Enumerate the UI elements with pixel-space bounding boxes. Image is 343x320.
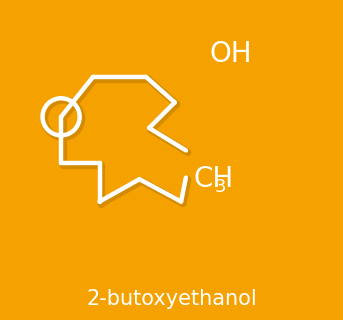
Text: CH: CH [194,165,234,193]
Text: 3: 3 [215,178,226,196]
Text: OH: OH [210,40,252,68]
Text: 2-butoxyethanol: 2-butoxyethanol [86,289,257,309]
